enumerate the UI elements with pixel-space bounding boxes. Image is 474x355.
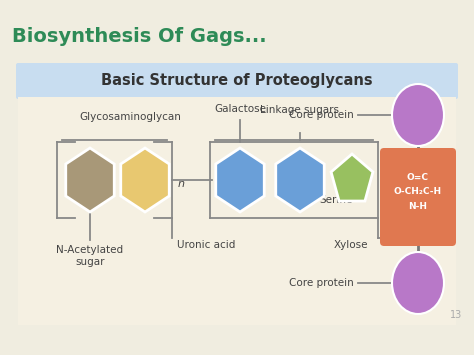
FancyBboxPatch shape	[18, 97, 456, 325]
Polygon shape	[216, 148, 264, 212]
Text: Core protein: Core protein	[289, 278, 354, 288]
Polygon shape	[276, 148, 324, 212]
Text: n: n	[178, 179, 185, 189]
Text: Linkage sugars: Linkage sugars	[261, 105, 339, 115]
Text: Core protein: Core protein	[289, 110, 354, 120]
Ellipse shape	[392, 84, 444, 146]
Text: N-Acetylated
sugar: N-Acetylated sugar	[56, 245, 124, 267]
Text: O=C
O-CH₂C-H
N-H: O=C O-CH₂C-H N-H	[394, 173, 442, 211]
Text: Uronic acid: Uronic acid	[177, 240, 236, 250]
Text: Xylose: Xylose	[334, 240, 368, 250]
Text: Galactose: Galactose	[214, 104, 266, 114]
Polygon shape	[121, 148, 169, 212]
Text: Serine: Serine	[319, 195, 353, 205]
Text: Basic Structure of Proteoglycans: Basic Structure of Proteoglycans	[101, 73, 373, 88]
Ellipse shape	[392, 252, 444, 314]
Polygon shape	[331, 154, 373, 201]
FancyBboxPatch shape	[380, 148, 456, 246]
Text: 13: 13	[450, 310, 462, 320]
Text: Glycosaminoglycan: Glycosaminoglycan	[79, 112, 181, 122]
Text: Biosynthesis Of Gags...: Biosynthesis Of Gags...	[12, 27, 266, 46]
FancyBboxPatch shape	[16, 63, 458, 99]
Polygon shape	[66, 148, 114, 212]
